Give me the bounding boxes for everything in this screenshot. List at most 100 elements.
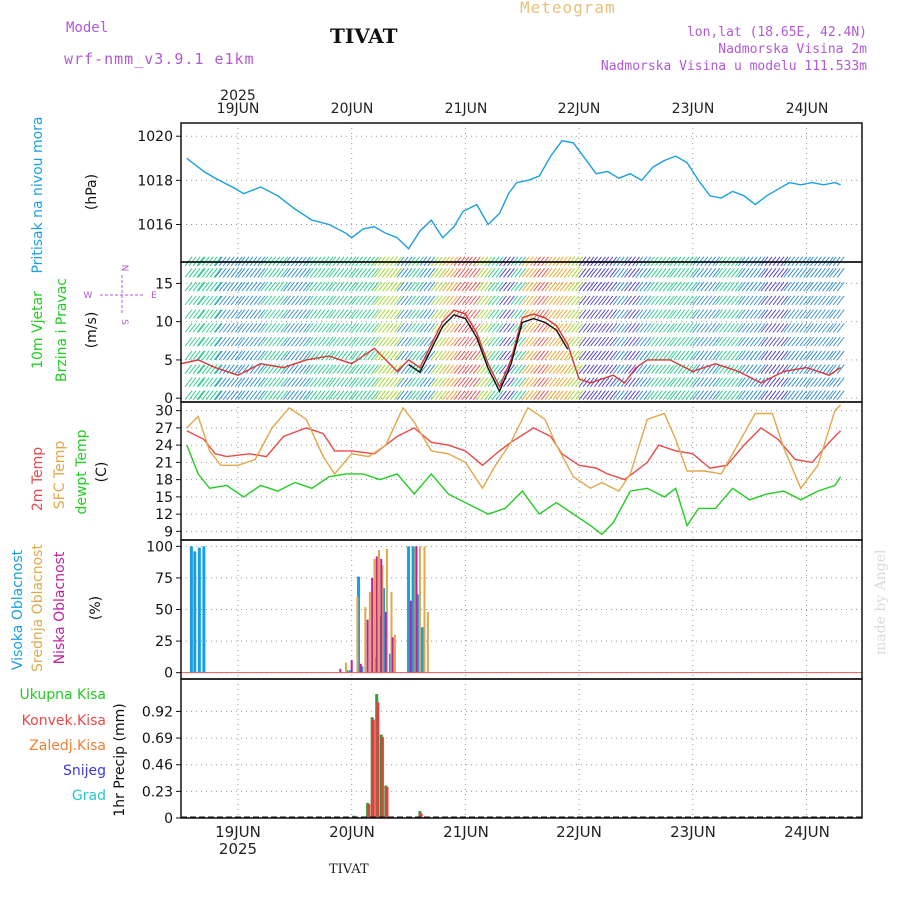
wind-barb — [620, 336, 629, 347]
wind-barb — [371, 281, 379, 292]
wind-barb — [480, 295, 489, 306]
wind-barb — [563, 390, 572, 400]
wind-barb — [826, 268, 834, 278]
wind-barb — [620, 390, 629, 400]
wind-barb — [757, 268, 766, 278]
wind-barb — [423, 295, 432, 306]
cloud-bar-low — [371, 577, 374, 673]
wind-barb — [533, 364, 541, 374]
wind-barb — [563, 309, 572, 319]
wind-barb — [799, 295, 808, 306]
wind-barb — [521, 390, 530, 400]
wind-barb — [332, 364, 341, 374]
wind-barb — [438, 281, 447, 292]
wind-barb — [260, 295, 269, 306]
wind-barb — [351, 323, 360, 333]
wind-barb — [795, 309, 804, 319]
panel-frame — [180, 401, 863, 541]
wind-barb — [810, 364, 818, 374]
wind-barb — [650, 323, 659, 333]
wind-barb — [396, 390, 405, 400]
wind-barb — [556, 364, 564, 374]
wind-barb — [209, 281, 218, 292]
wind-barb — [264, 390, 273, 400]
wind-barb — [814, 268, 822, 278]
wind-barb — [272, 268, 281, 278]
wind-barb — [700, 323, 709, 333]
wind-barb — [355, 390, 364, 400]
wind-barb — [624, 377, 632, 387]
wind-barb — [390, 350, 398, 361]
wind-barb — [639, 281, 648, 292]
wind-barb — [749, 295, 758, 306]
wind-barb — [317, 268, 326, 278]
wind-barb — [723, 377, 731, 387]
compass-n-label: N — [119, 265, 129, 272]
wind-barb — [404, 336, 413, 347]
wind-barb — [578, 295, 587, 306]
wind-barb — [795, 390, 804, 400]
wind-barb — [351, 268, 360, 278]
wind-barb — [662, 309, 671, 319]
wind-barb — [814, 336, 822, 347]
model-label: Model — [66, 20, 109, 36]
wind-barb — [799, 268, 808, 278]
wind-barb — [218, 281, 227, 292]
temp-legend-sfc: SFC Temp — [52, 441, 68, 510]
wind-barb — [799, 281, 808, 292]
wind-barb — [188, 364, 197, 374]
wind-barb — [677, 281, 686, 292]
wind-barb — [764, 336, 773, 347]
wind-barb — [382, 323, 390, 333]
wind-barb — [692, 364, 701, 374]
wind-barb — [753, 390, 762, 400]
wind-barb — [715, 281, 723, 292]
wind-barb — [348, 377, 357, 387]
wind-barb — [299, 336, 307, 347]
wind-barb — [635, 350, 644, 361]
wind-barb — [214, 390, 223, 400]
wind-barb — [336, 323, 345, 333]
wind-barb — [514, 268, 523, 278]
wind-barb — [544, 323, 553, 333]
y-tick-label: 15 — [155, 276, 173, 292]
wind-barb — [192, 390, 201, 400]
wind-barb — [419, 377, 428, 387]
wind-barb — [218, 295, 227, 306]
wind-barb — [772, 281, 781, 292]
wind-barb — [525, 364, 534, 374]
wind-barb — [594, 336, 602, 347]
wind-barb — [632, 309, 640, 319]
wind-barb — [669, 377, 678, 387]
wind-barb — [712, 295, 721, 306]
wind-barb — [723, 336, 731, 347]
wind-barb — [184, 268, 193, 278]
wind-barb — [772, 323, 781, 333]
wind-barb — [272, 295, 281, 306]
wind-barb — [461, 364, 470, 374]
wind-barb — [328, 281, 337, 292]
wind-barb — [196, 323, 205, 333]
wind-barb — [442, 268, 451, 278]
wind-barb — [469, 377, 477, 387]
wind-barb — [253, 377, 262, 387]
wind-barb — [741, 309, 750, 319]
wind-barb — [355, 350, 364, 361]
wind-barb — [780, 281, 789, 292]
wind-barb — [556, 336, 564, 347]
wind-barb — [404, 295, 413, 306]
wind-barb — [197, 268, 206, 278]
wind-barb — [264, 336, 273, 347]
wind-barb — [741, 281, 750, 292]
wind-barb — [419, 268, 428, 278]
wind-barb — [712, 268, 721, 278]
cloud-bar-mid — [393, 634, 396, 673]
wind-barb — [567, 281, 576, 292]
wind-barb — [822, 377, 830, 387]
wind-barb — [533, 377, 541, 387]
wind-barb — [303, 281, 311, 292]
wind-barb — [283, 309, 291, 319]
wind-barb — [605, 281, 614, 292]
wind-barb — [704, 336, 713, 347]
data-layer — [181, 139, 862, 818]
